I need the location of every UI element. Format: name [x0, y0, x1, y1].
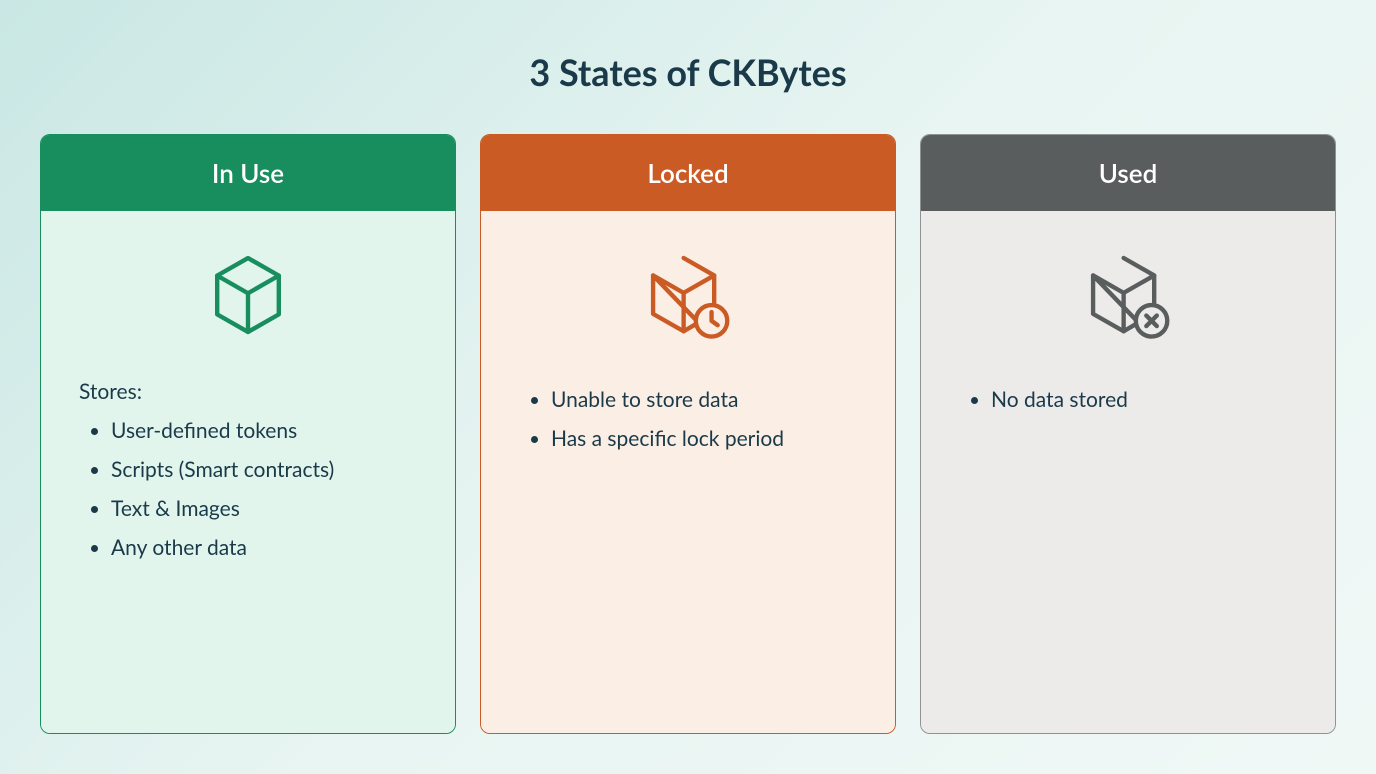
cube-plain-icon	[204, 251, 292, 339]
bullet-list: User-defined tokens Scripts (Smart contr…	[71, 418, 425, 560]
bullet-list: No data stored	[951, 387, 1305, 412]
card-used: Used No data stored	[920, 134, 1336, 734]
card-content-used: No data stored	[951, 387, 1305, 426]
cube-clock-icon	[640, 251, 736, 347]
cube-x-icon	[1080, 251, 1176, 347]
list-item: Has a specific lock period	[551, 426, 865, 451]
card-header-locked: Locked	[481, 135, 895, 211]
card-content-in-use: Stores: User-defined tokens Scripts (Sma…	[71, 379, 425, 574]
cube-icon	[204, 251, 292, 339]
list-item: Scripts (Smart contracts)	[111, 457, 425, 482]
list-item: Any other data	[111, 535, 425, 560]
bullet-list: Unable to store data Has a specific lock…	[511, 387, 865, 451]
card-locked: Locked Unable to store data Has a specif	[480, 134, 896, 734]
list-item: User-defined tokens	[111, 418, 425, 443]
page-title: 3 States of CKBytes	[529, 50, 846, 94]
cube-x-icon-svg	[1080, 251, 1176, 347]
list-item: No data stored	[991, 387, 1305, 412]
card-body-locked: Unable to store data Has a specific lock…	[481, 211, 895, 733]
card-header-used: Used	[921, 135, 1335, 211]
card-body-in-use: Stores: User-defined tokens Scripts (Sma…	[41, 211, 455, 733]
card-content-locked: Unable to store data Has a specific lock…	[511, 387, 865, 465]
card-header-in-use: In Use	[41, 135, 455, 211]
cube-clock-icon-svg	[640, 251, 736, 347]
card-body-used: No data stored	[921, 211, 1335, 733]
card-in-use: In Use Stores: User-defined tokens Scrip…	[40, 134, 456, 734]
list-item: Text & Images	[111, 496, 425, 521]
lead-text: Stores:	[71, 379, 425, 404]
cards-row: In Use Stores: User-defined tokens Scrip…	[40, 134, 1336, 734]
list-item: Unable to store data	[551, 387, 865, 412]
